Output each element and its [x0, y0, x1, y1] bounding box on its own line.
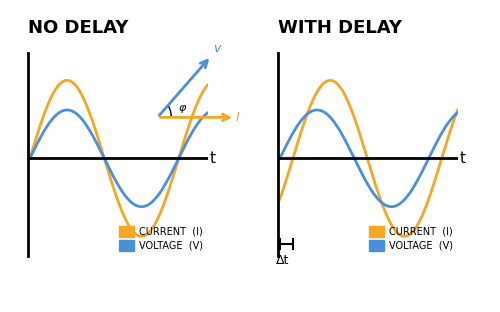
- Text: t: t: [460, 151, 466, 166]
- Text: v: v: [212, 41, 220, 55]
- Text: t: t: [210, 151, 216, 166]
- Text: WITH DELAY: WITH DELAY: [278, 19, 402, 37]
- Text: φ: φ: [178, 103, 186, 113]
- Legend: CURRENT  (I), VOLTAGE  (V): CURRENT (I), VOLTAGE (V): [369, 226, 452, 251]
- Legend: CURRENT  (I), VOLTAGE  (V): CURRENT (I), VOLTAGE (V): [119, 226, 202, 251]
- Text: I: I: [236, 111, 240, 124]
- Text: NO DELAY: NO DELAY: [28, 19, 128, 37]
- Text: Δt: Δt: [276, 253, 289, 266]
